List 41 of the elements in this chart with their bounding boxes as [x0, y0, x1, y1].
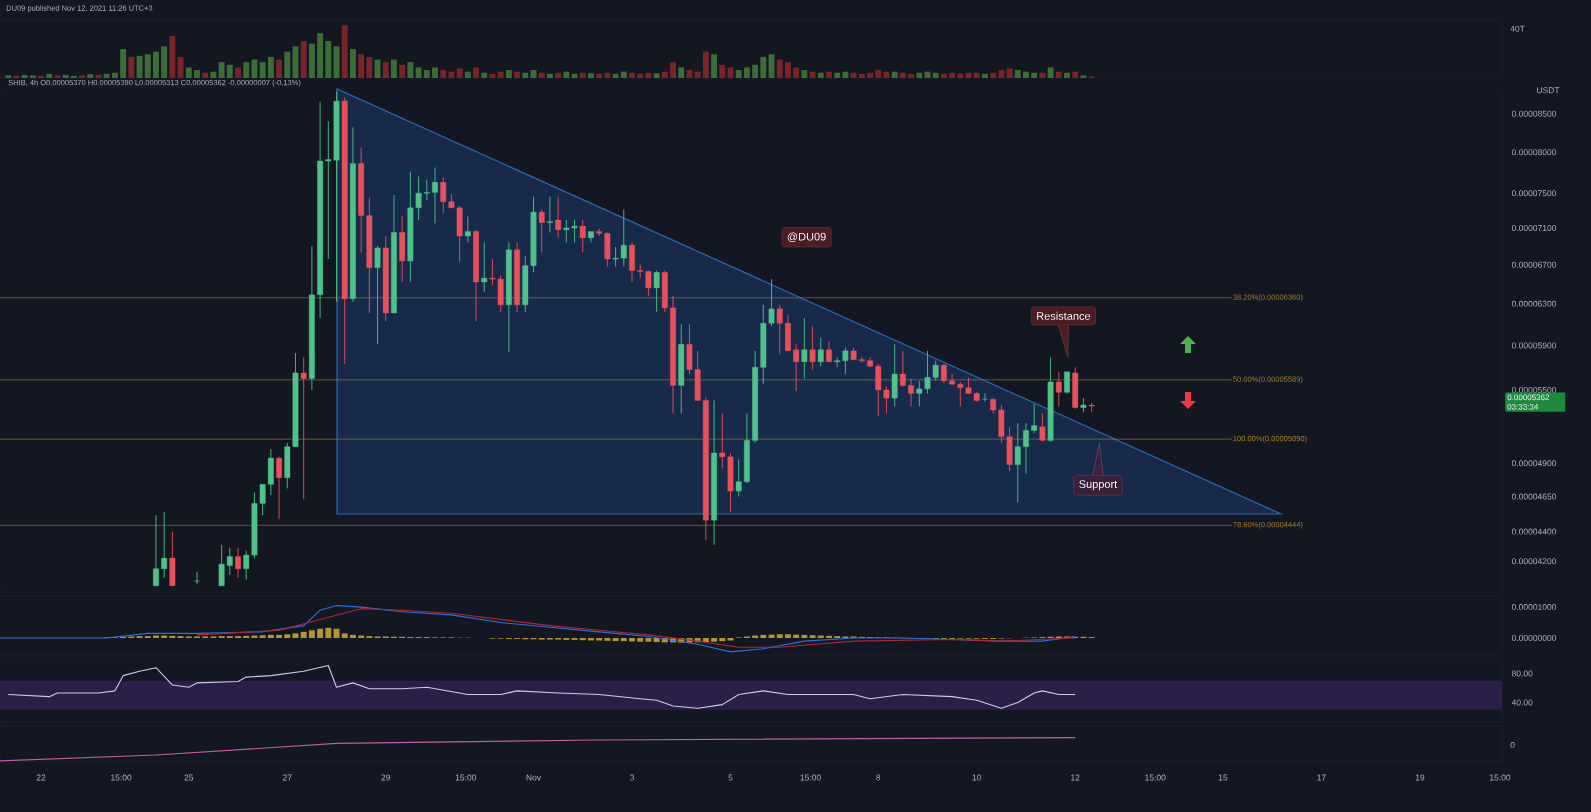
y-tick-label: 0.00004400: [1511, 528, 1557, 535]
y-axis-title: USDT: [1537, 87, 1560, 94]
x-tick-label: 17: [1317, 774, 1326, 781]
x-tick-label: 3: [629, 774, 634, 781]
x-tick-label: 15: [1218, 774, 1228, 781]
y-tick-label: 0.00005500: [1511, 386, 1557, 393]
x-tick-label: 27: [282, 774, 292, 781]
y-tick-label: 0.00006700: [1511, 261, 1557, 268]
x-tick-label: 12: [1071, 774, 1080, 781]
x-tick-label: 5: [728, 774, 733, 781]
y-tick-label: 0.00006300: [1511, 300, 1557, 307]
x-tick-label: 29: [381, 774, 391, 781]
annotation: Resistance: [1037, 311, 1091, 320]
y-tick-label: 0.00004650: [1511, 493, 1557, 500]
text: 0.00005362 03:33:34: [1507, 394, 1550, 410]
y-tick-label: 0.00005900: [1511, 342, 1557, 349]
y-tick-label: 80.00: [1511, 670, 1533, 677]
y-tick-label: 0.00004900: [1511, 460, 1557, 467]
x-tick-label: 15:00: [1489, 774, 1511, 781]
y-tick-label: 0.00007500: [1511, 190, 1557, 197]
x-tick-label: 15:00: [800, 774, 821, 781]
x-tick-label: 25: [184, 774, 194, 781]
x-tick-label: 10: [972, 774, 982, 781]
x-tick-label: 15:00: [111, 774, 132, 781]
annotation: Support: [1079, 480, 1118, 491]
y-tick-label: 0.00008000: [1511, 149, 1557, 156]
x-tick-label: 19: [1415, 774, 1425, 781]
x-tick-label: 15:00: [1145, 774, 1166, 781]
x-tick-label: 8: [876, 774, 881, 781]
x-tick-label: Nov: [526, 774, 542, 781]
y-tick-label: 40.00: [1511, 699, 1533, 706]
annotation: @DU09: [787, 232, 826, 243]
y-tick-label: 0.00000000: [1511, 635, 1557, 642]
x-tick-label: 22: [36, 774, 46, 781]
text: 0: [1510, 742, 1515, 749]
y-tick-label: 0.00007100: [1511, 224, 1557, 231]
y-tick-label: 0.00004200: [1511, 558, 1557, 565]
y-tick-label: 0.00008500: [1511, 110, 1557, 117]
y-tick-label: 0.00001000: [1511, 604, 1557, 611]
x-tick-label: 15:00: [455, 774, 477, 781]
text: 40T: [1510, 25, 1525, 32]
